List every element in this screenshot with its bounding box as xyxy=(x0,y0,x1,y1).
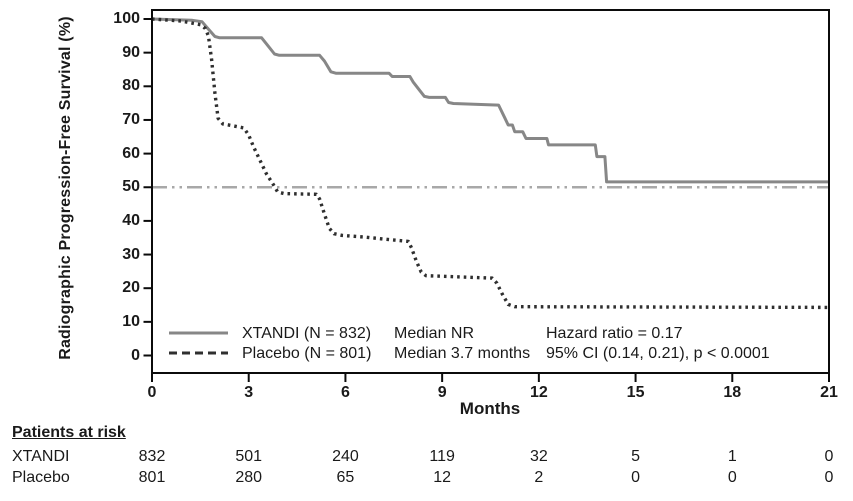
x-tick-label: 12 xyxy=(529,384,548,401)
y-tick-label: 70 xyxy=(122,110,140,128)
y-tick-label: 30 xyxy=(122,245,140,263)
risk-row-label-placebo: Placebo xyxy=(12,469,70,486)
patients-at-risk-title: Patients at risk xyxy=(12,424,126,441)
risk-count-placebo: 0 xyxy=(824,469,834,486)
risk-count-placebo: 0 xyxy=(727,469,737,486)
risk-count-placebo: 801 xyxy=(138,469,166,486)
x-tick-label: 9 xyxy=(437,384,447,401)
y-tick-label: 20 xyxy=(122,279,140,297)
risk-count-placebo: 0 xyxy=(631,469,641,486)
x-tick-label: 15 xyxy=(626,384,645,401)
curve-xtandi xyxy=(151,17,829,184)
risk-count-xtandi: 5 xyxy=(631,448,641,465)
x-axis-title: Months xyxy=(459,399,521,418)
y-tick-label: 90 xyxy=(122,43,140,61)
y-tick-label: 40 xyxy=(122,211,140,229)
legend-label-placebo: Placebo (N = 801) xyxy=(242,345,372,362)
hazard-ratio-text: Hazard ratio = 0.17 xyxy=(546,325,683,342)
x-tick-label: 21 xyxy=(820,384,838,401)
y-tick-label: 80 xyxy=(122,77,140,95)
y-tick-label: 10 xyxy=(122,312,140,330)
y-tick-label: 0 xyxy=(131,346,140,364)
risk-count-placebo: 280 xyxy=(235,469,263,486)
risk-count-xtandi: 0 xyxy=(824,448,834,465)
risk-count-placebo: 12 xyxy=(433,469,452,486)
risk-row-label-xtandi: XTANDI xyxy=(12,448,70,465)
risk-count-xtandi: 119 xyxy=(429,448,455,465)
curve-placebo xyxy=(151,17,830,310)
risk-count-xtandi: 32 xyxy=(529,448,548,465)
legend-label-xtandi: XTANDI (N = 832) xyxy=(242,325,372,342)
x-tick-label: 6 xyxy=(340,384,350,401)
plot-border xyxy=(151,9,830,374)
x-tick-label: 0 xyxy=(147,384,157,401)
y-tick-label: 60 xyxy=(122,144,140,162)
y-tick-label: 50 xyxy=(122,178,140,196)
risk-count-xtandi: 1 xyxy=(727,448,737,465)
legend-median-xtandi: Median NR xyxy=(394,325,475,342)
risk-count-xtandi: 832 xyxy=(138,448,166,465)
risk-count-xtandi: 501 xyxy=(235,448,263,465)
x-tick-label: 3 xyxy=(244,384,254,401)
y-tick-label: 100 xyxy=(113,10,140,27)
risk-count-placebo: 65 xyxy=(336,469,355,486)
confidence-interval-text: 95% CI (0.14, 0.21), p < 0.0001 xyxy=(546,345,770,362)
risk-count-placebo: 2 xyxy=(534,469,544,486)
x-tick-label: 18 xyxy=(723,384,742,401)
legend-median-placebo: Median 3.7 months xyxy=(394,345,531,362)
risk-count-xtandi: 240 xyxy=(332,448,359,465)
